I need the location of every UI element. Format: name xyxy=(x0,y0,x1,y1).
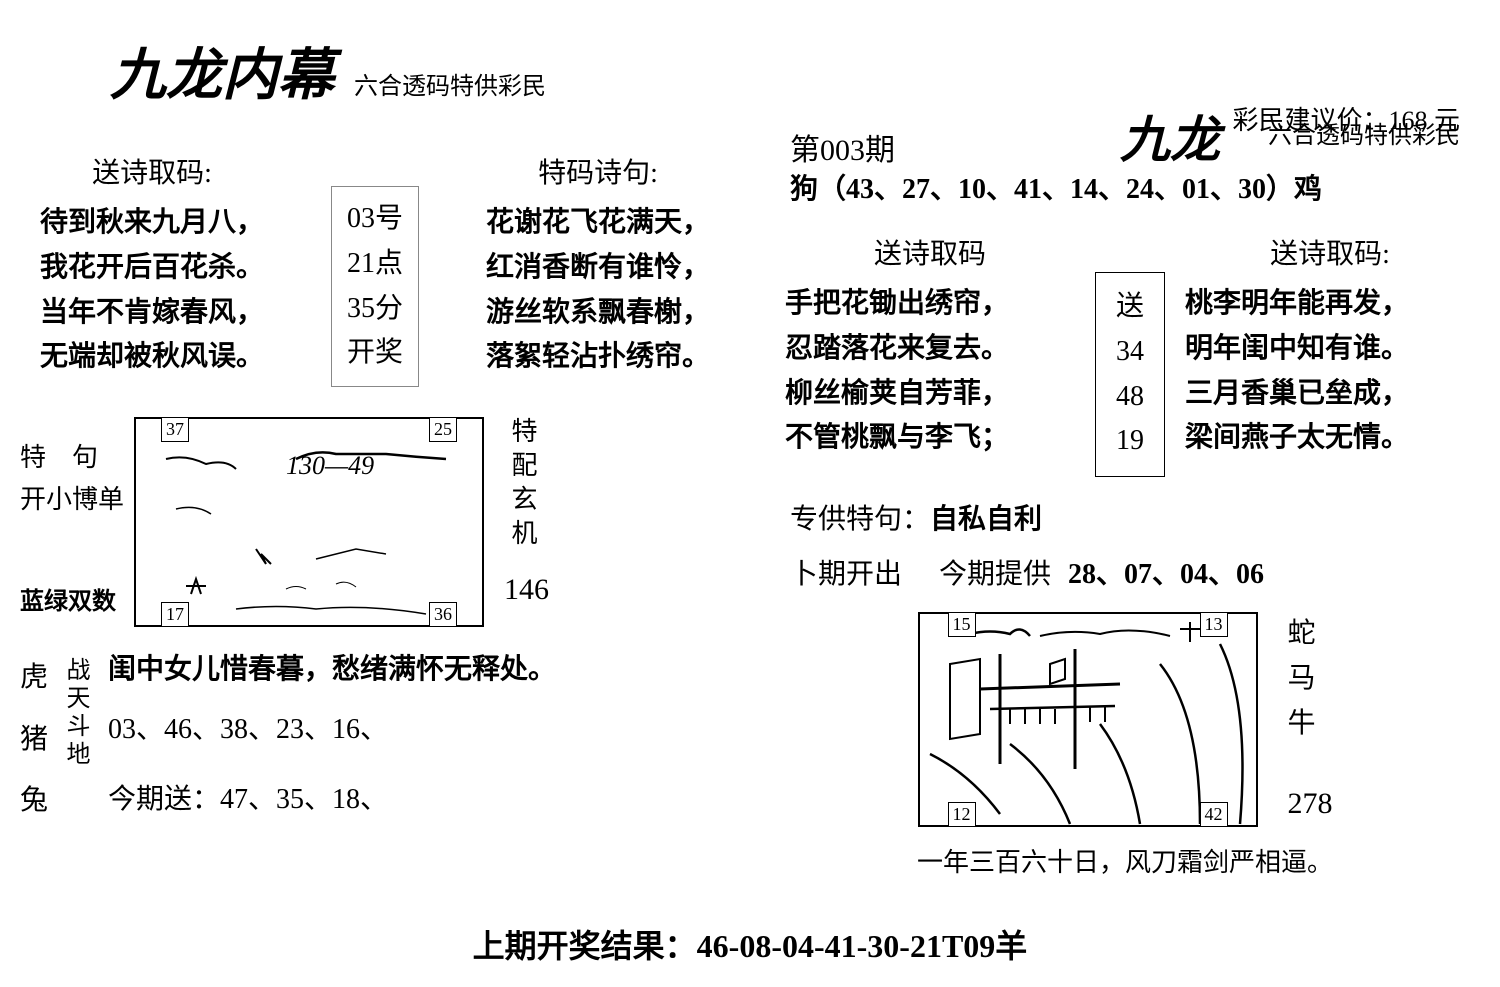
provide-label1: 卜期开出 xyxy=(790,559,902,590)
right-sketch-number: 278 xyxy=(1288,787,1333,821)
numbox-line: 35分 xyxy=(347,287,403,332)
rzodiac-item: 牛 xyxy=(1288,702,1333,747)
right-poem1-label: 送诗取码 xyxy=(785,232,1075,272)
bottom-poem: 闺中女儿惜春暮，愁绪满怀无释处。 xyxy=(108,647,730,687)
right-sketch-box: 15 13 12 42 xyxy=(918,612,1258,827)
left-bottom-section: 虎 猪 兔 战天斗地 闺中女儿惜春暮，愁绪满怀无释处。 03、46、38、23、… xyxy=(20,647,730,832)
poem2-label: 特码诗句: xyxy=(486,151,710,191)
issue-number: 第003期 xyxy=(790,125,895,169)
rcorner-bl: 12 xyxy=(948,802,976,827)
right-zodiac-col: 蛇 马 牛 xyxy=(1288,612,1333,746)
rcorner-tr: 13 xyxy=(1200,612,1228,637)
poem2-line: 游丝软系飘春榭， xyxy=(486,291,710,336)
sketch-label-1: 特 句 xyxy=(20,437,124,474)
bottom-caption: 一年三百六十日，风刀霜剑严相逼。 xyxy=(770,842,1480,879)
right-poem1-line: 不管桃飘与李飞； xyxy=(785,416,1075,461)
svg-text:130—49: 130—49 xyxy=(286,451,374,480)
right-sketch-area: 15 13 12 42 蛇 马 牛 278 xyxy=(770,612,1480,827)
right-number-box: 送 34 48 19 xyxy=(1095,272,1165,477)
rzodiac-item: 蛇 xyxy=(1288,612,1333,657)
right-poem2-line: 明年闺中知有谁。 xyxy=(1185,327,1475,372)
corner-tl: 37 xyxy=(161,417,189,442)
rnumbox-line: 48 xyxy=(1116,375,1144,420)
corner-br: 36 xyxy=(429,602,457,627)
sketch-right-number: 146 xyxy=(504,573,549,607)
poem1-label: 送诗取码: xyxy=(40,151,264,191)
left-title: 九龙内幕 xyxy=(110,30,334,111)
left-sketch-box: 130—49 37 25 17 36 xyxy=(134,417,484,627)
zodiac-item: 虎 xyxy=(20,647,48,709)
left-header: 九龙内幕 六合透码特供彩民 xyxy=(20,30,730,111)
rcorner-tl: 15 xyxy=(948,612,976,637)
right-poem1-line: 忍踏落花来复去。 xyxy=(785,327,1075,372)
rnumbox-line: 34 xyxy=(1116,330,1144,375)
corner-tr: 25 xyxy=(429,417,457,442)
special-text: 自私自利 xyxy=(930,504,1042,535)
right-title: 九龙 xyxy=(1120,100,1220,172)
zodiac-item: 猪 xyxy=(20,709,48,771)
zodiac-item: 兔 xyxy=(20,770,48,832)
rcorner-br: 42 xyxy=(1200,802,1228,827)
right-sketch-drawing xyxy=(920,614,1260,829)
rzodiac-item: 马 xyxy=(1288,657,1333,702)
poem2-line: 红消香断有谁怜， xyxy=(486,246,710,291)
numbox-line: 21点 xyxy=(347,242,403,287)
numbox-line: 03号 xyxy=(347,197,403,242)
right-header: 第003期 九龙 六合透码特供彩民 彩民建议价：168 元 xyxy=(770,100,1480,137)
poem1-line: 当年不肯嫁春风， xyxy=(40,291,264,336)
poem2-line: 落絮轻沾扑绣帘。 xyxy=(486,335,710,380)
poem1-line: 我花开后百花杀。 xyxy=(40,246,264,291)
provide-line: 卜期开出 今期提供 28、07、04、06 xyxy=(790,552,1480,592)
left-poem-section: 送诗取码: 待到秋来九月八， 我花开后百花杀。 当年不肯嫁春风， 无端却被秋风误… xyxy=(20,151,730,387)
poem2-line: 花谢花飞花满天， xyxy=(486,201,710,246)
right-poem2-line: 桃李明年能再发， xyxy=(1185,282,1475,327)
zodiac-column: 虎 猪 兔 xyxy=(20,647,48,832)
result-line: 上期开奖结果：46-08-04-41-30-21T09羊 xyxy=(0,921,1500,967)
sketch-drawing: 130—49 xyxy=(136,419,486,629)
right-poem2-line: 梁间燕子太无情。 xyxy=(1185,416,1475,461)
poem1-line: 待到秋来九月八， xyxy=(40,201,264,246)
provide-numbers: 28、07、04、06 xyxy=(1068,559,1264,590)
right-poem2-label: 送诗取码: xyxy=(1185,232,1475,272)
sketch-label-2: 开小博单 xyxy=(20,479,124,516)
rnumbox-line: 19 xyxy=(1116,419,1144,464)
rnumbox-line: 送 xyxy=(1116,285,1144,330)
left-number-box: 03号 21点 35分 开奖 xyxy=(331,186,419,387)
vertical-label: 战天斗地 xyxy=(58,657,93,832)
right-poem1-line: 柳丝榆荚自芳菲， xyxy=(785,372,1075,417)
special-line: 专供特句：自私自利 xyxy=(790,497,1480,537)
sketch-right-label: 特配玄机 xyxy=(504,417,541,553)
right-poem2-line: 三月香巢已垒成， xyxy=(1185,372,1475,417)
left-subtitle: 六合透码特供彩民 xyxy=(354,66,546,101)
sketch-label-3: 蓝绿双数 xyxy=(20,581,124,616)
poem1-line: 无端却被秋风误。 xyxy=(40,335,264,380)
bottom-numbers: 03、46、38、23、16、 xyxy=(108,707,730,747)
special-label: 专供特句： xyxy=(790,504,930,535)
right-subtitle: 六合透码特供彩民 xyxy=(1268,115,1460,150)
right-poem-section: 送诗取码 手把花锄出绣帘， 忍踏落花来复去。 柳丝榆荚自芳菲， 不管桃飘与李飞；… xyxy=(770,232,1480,477)
provide-label2: 今期提供 xyxy=(939,559,1051,590)
lottery-line: 狗（43、27、10、41、14、24、01、30）鸡 xyxy=(790,167,1480,207)
corner-bl: 17 xyxy=(161,602,189,627)
right-poem1-line: 手把花锄出绣帘， xyxy=(785,282,1075,327)
left-sketch-section: 特 句 开小博单 蓝绿双数 130—49 37 25 xyxy=(20,417,730,627)
numbox-line: 开奖 xyxy=(347,331,403,376)
bottom-send: 今期送：47、35、18、 xyxy=(108,777,730,817)
